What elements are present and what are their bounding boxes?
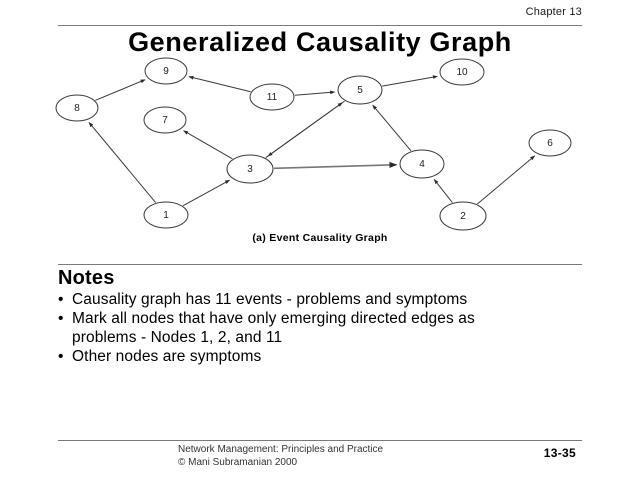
graph-node-8[interactable]: 8 xyxy=(55,94,99,122)
notes-section: Notes • Causality graph has 11 events - p… xyxy=(58,268,582,367)
graph-node-shape xyxy=(528,129,572,157)
header-divider xyxy=(58,25,582,26)
graph-node-label: 10 xyxy=(456,67,468,78)
graph-node-11[interactable]: 11 xyxy=(249,83,295,111)
note-item-text: Causality graph has 11 events - problems… xyxy=(72,291,468,308)
chapter-label: Chapter 13 xyxy=(525,6,582,18)
footer-credit: Network Management: Principles and Pract… xyxy=(178,444,383,469)
bullet-icon: • xyxy=(58,291,64,308)
graph-node-label: 9 xyxy=(163,66,169,77)
graph-edge-11-to-9 xyxy=(188,75,251,93)
bullet-icon: • xyxy=(58,347,64,365)
graph-edge-8-to-9 xyxy=(95,79,146,101)
graph-edge-3-to-7 xyxy=(183,130,233,160)
graph-node-shape xyxy=(249,83,295,111)
note-item: • Causality graph has 11 events - problem… xyxy=(58,291,542,309)
graph-edge-1-to-3 xyxy=(182,179,231,207)
graph-edge-11-to-5 xyxy=(294,90,336,96)
note-item-text: Other nodes are symptoms xyxy=(72,347,262,365)
graph-node-shape xyxy=(439,58,485,86)
graph-edge-3-to-5 xyxy=(265,102,343,159)
graph-edge-5-to-10 xyxy=(382,75,438,87)
graph-node-3[interactable]: 3 xyxy=(226,154,274,184)
graph-node-shape xyxy=(144,57,188,85)
graph-node-shape xyxy=(439,201,487,231)
footer-divider xyxy=(58,440,582,441)
graph-node-shape xyxy=(55,94,99,122)
graph-node-4[interactable]: 4 xyxy=(399,149,445,179)
graph-edge-3-to-4 xyxy=(273,161,398,170)
graph-node-label: 7 xyxy=(162,115,168,126)
graph-node-2[interactable]: 2 xyxy=(439,201,487,231)
graph-node-shape xyxy=(143,201,189,229)
graph-nodes: 9 8 7 11 5 10 3 4 6 1 2 xyxy=(55,57,572,231)
graph-edges xyxy=(88,75,536,207)
note-item-text: Mark all nodes that have only emerging d… xyxy=(72,310,475,346)
graph-node-label: 5 xyxy=(357,85,363,96)
page-number: 13-35 xyxy=(543,446,576,460)
footer-credit-line-2: © Mani Subramanian 2000 xyxy=(178,456,298,468)
graph-node-shape xyxy=(226,154,274,184)
notes-list: • Causality graph has 11 events - problem… xyxy=(58,291,582,366)
graph-node-label: 3 xyxy=(247,164,253,175)
graph-node-shape xyxy=(337,75,383,105)
graph-node-label: 2 xyxy=(460,211,466,222)
graph-node-label: 6 xyxy=(547,138,553,149)
graph-node-5[interactable]: 5 xyxy=(337,75,383,105)
graph-node-9[interactable]: 9 xyxy=(144,57,188,85)
bullet-icon: • xyxy=(58,310,64,328)
footer-credit-line-1: Network Management: Principles and Pract… xyxy=(178,444,384,455)
figure-caption: (a) Event Causality Graph xyxy=(252,232,388,244)
graph-edge-1-to-8 xyxy=(88,122,156,203)
graph-edge-2-to-4 xyxy=(433,178,453,203)
graph-node-label: 4 xyxy=(419,159,425,170)
graph-node-shape xyxy=(399,149,445,179)
graph-node-7[interactable]: 7 xyxy=(143,106,187,134)
graph-node-1[interactable]: 1 xyxy=(143,201,189,229)
causality-graph-figure: 9 8 7 11 5 10 3 4 6 1 2 xyxy=(0,52,640,242)
page-title: Generalized Causality Graph xyxy=(128,27,512,57)
graph-canvas: 9 8 7 11 5 10 3 4 6 1 2 xyxy=(55,57,572,231)
graph-node-label: 8 xyxy=(74,103,80,114)
graph-edge-4-to-5 xyxy=(372,104,412,152)
graph-node-label: 1 xyxy=(163,210,169,221)
note-item: • Other nodes are symptoms xyxy=(58,348,542,366)
notes-heading: Notes xyxy=(58,267,115,289)
graph-edge-2-to-6 xyxy=(477,155,536,205)
notes-divider xyxy=(58,264,582,265)
graph-node-10[interactable]: 10 xyxy=(439,58,485,86)
graph-node-shape xyxy=(143,106,187,134)
footer: Network Management: Principles and Pract… xyxy=(58,444,582,474)
graph-node-6[interactable]: 6 xyxy=(528,129,572,157)
note-item: • Mark all nodes that have only emerging … xyxy=(58,310,542,347)
graph-node-label: 11 xyxy=(267,92,278,103)
